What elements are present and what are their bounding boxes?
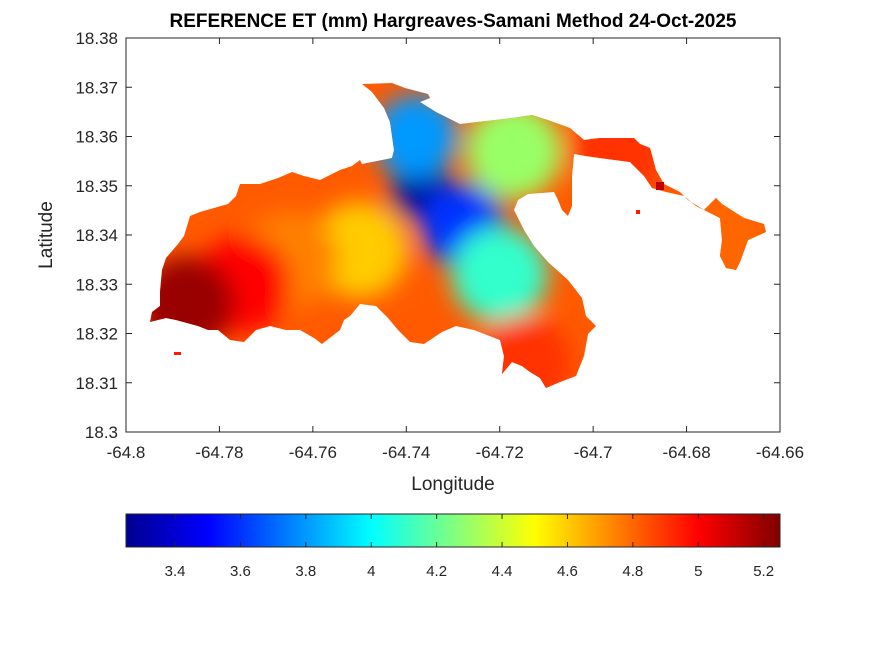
colorbar-tick-label: 5 [694,563,702,580]
heatmap-region-2 [373,94,458,179]
islet [636,210,640,214]
x-tick-label: -64.7 [574,443,613,462]
y-tick-label: 18.38 [75,29,118,48]
x-axis: -64.8 -64.78 -64.76 -64.74 -64.72 -64.7 -64.68… [107,38,804,462]
y-axis-label: Latitude [36,201,57,269]
y-tick-label: 18.31 [75,374,118,393]
heatmap-region-5 [311,201,408,298]
x-tick-label: -64.66 [756,443,804,462]
islet [174,352,181,355]
y-tick-label: 18.3 [85,423,118,442]
y-tick-label: 18.37 [75,78,118,97]
x-tick-label: -64.72 [476,443,524,462]
colorbar-tick-label: 4.8 [622,563,643,580]
colorbar-tick-label: 3.4 [165,563,186,580]
x-tick-label: -64.74 [382,443,430,462]
x-tick-label: -64.8 [107,443,146,462]
x-tick-label: -64.78 [195,443,243,462]
y-tick-label: 18.33 [75,275,118,294]
y-tick-label: 18.36 [75,128,118,147]
colorbar-tick-label: 4.4 [492,563,513,580]
colorbar-ticks: 3.4 3.6 3.8 4 4.2 4.4 4.6 4.8 5 5.2 [165,514,774,580]
colorbar-tick-label: 3.8 [295,563,316,580]
y-tick-label: 18.34 [75,226,118,245]
y-tick-label: 18.35 [75,177,118,196]
y-tick-label: 18.32 [75,325,118,344]
x-axis-label: Longitude [411,474,494,495]
colorbar-tick-label: 5.2 [753,563,774,580]
colorbar-tick-label: 4 [367,563,375,580]
heatmap-region-4 [465,103,562,200]
x-tick-label: -64.76 [289,443,337,462]
colorbar [125,513,781,548]
heatmap-region-3 [451,226,548,323]
colorbar-tick-label: 4.6 [557,563,578,580]
x-tick-label: -64.68 [662,443,710,462]
colorbar-tick-label: 3.6 [230,563,251,580]
y-axis: 18.3 18.31 18.32 18.33 18.34 18.35 18.36 18.37 1… [75,29,780,442]
colorbar-tick-label: 4.2 [426,563,447,580]
islet [656,182,664,190]
chart-title: REFERENCE ET (mm) Hargreaves-Samani Meth… [170,11,737,32]
